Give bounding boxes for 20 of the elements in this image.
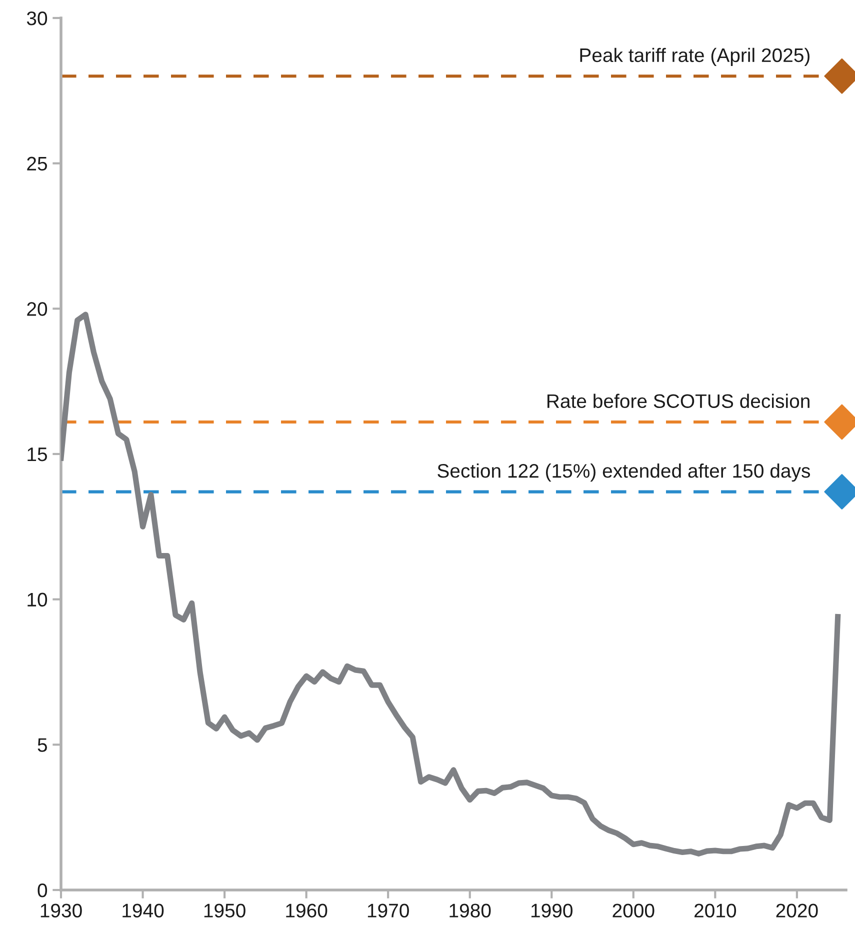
y-tick-label: 0 [38,883,48,898]
y-tick-label: 20 [27,302,48,316]
ref-line-label: Peak tariff rate (April 2025) [580,48,810,66]
x-tick-label: 1980 [450,904,491,918]
y-tick-label: 10 [28,592,48,607]
x-tick-label: 1970 [368,904,409,918]
x-tick-label: 1960 [286,904,328,918]
x-tick-label: 2020 [776,904,818,918]
y-tick-label: 25 [27,156,47,171]
x-tick-label: 2010 [694,904,736,918]
x-tick-label: 1930 [40,904,82,918]
ref-line-label: Rate before SCOTUS decision [548,394,810,408]
x-tick-label: 1950 [204,904,246,918]
x-tick-label: 1940 [122,904,164,918]
y-tick-label: 15 [28,448,47,462]
x-tick-label: 2000 [612,904,654,918]
y-tick-label: 30 [26,11,48,26]
ref-line-label: Section 122 (15%) extended after 150 days [438,463,810,482]
x-tick-label: 1990 [531,904,572,918]
y-tick-label: 5 [38,738,47,752]
